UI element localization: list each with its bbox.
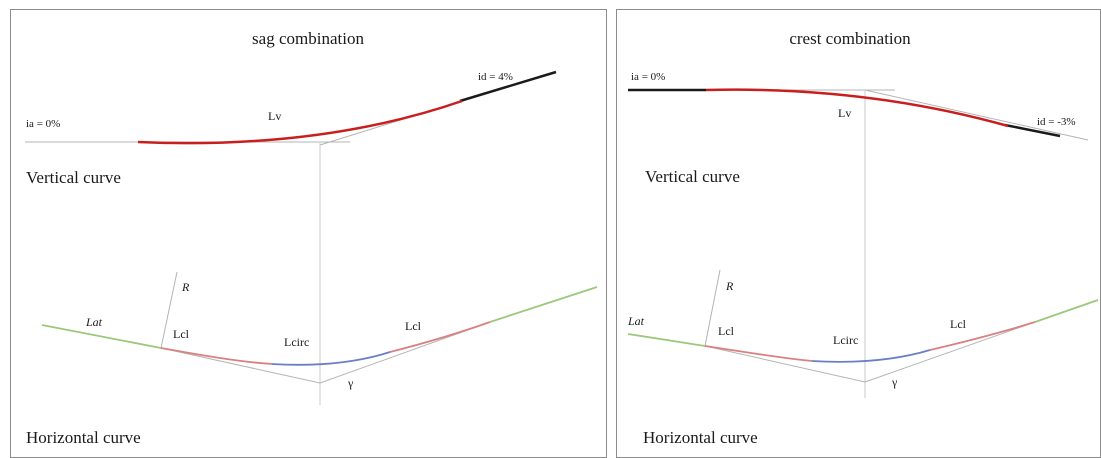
right-id-label: id = -3% (1037, 116, 1076, 128)
right-lcl-label-1: Lcl (718, 324, 735, 338)
right-clothoid-in (705, 346, 812, 361)
right-lv-label: Lv (838, 106, 851, 120)
left-ia-label: ia = 0% (26, 118, 60, 130)
left-panel-frame (11, 10, 607, 458)
left-id-label: id = 4% (478, 71, 513, 83)
right-horizontal-curve-label: Horizontal curve (643, 428, 758, 447)
right-straight-in (628, 334, 705, 346)
right-panel-frame (617, 10, 1101, 458)
left-r-label: R (181, 280, 190, 294)
right-panel-crest: crest combination ia = 0% id = -3% Lv Ve… (617, 10, 1101, 458)
left-lat-label: Lat (85, 315, 103, 329)
left-horizontal-curve-label: Horizontal curve (26, 428, 141, 447)
right-circular-arc (812, 350, 930, 362)
right-pi-to-tangent (865, 322, 1035, 382)
right-lcirc-label: Lcirc (833, 333, 858, 347)
right-id-tangent-extension (865, 90, 1088, 140)
left-lv-label: Lv (268, 109, 281, 123)
left-gamma-label: γ (347, 376, 354, 390)
right-crest-vertical-curve (706, 90, 1008, 126)
left-lcl-label-1: Lcl (173, 327, 190, 341)
left-lcl-label-2: Lcl (405, 319, 422, 333)
left-circular-arc (272, 352, 390, 365)
right-panel-title: crest combination (789, 29, 911, 48)
right-ia-label: ia = 0% (631, 71, 665, 83)
left-clothoid-in (161, 348, 272, 364)
left-lcirc-label: Lcirc (284, 335, 309, 349)
left-sag-vertical-curve (138, 101, 462, 143)
right-straight-out (1035, 300, 1098, 322)
left-panel-sag: sag combination ia = 0% id = 4% Lv Verti… (11, 10, 607, 458)
right-lat-label: Lat (627, 314, 645, 328)
left-panel-title: sag combination (252, 29, 364, 48)
right-gamma-label: γ (891, 375, 898, 389)
right-tangent-to-pi (705, 346, 865, 382)
right-clothoid-out (930, 322, 1035, 350)
right-lcl-label-2: Lcl (950, 317, 967, 331)
left-straight-out (490, 287, 597, 322)
left-vertical-curve-label: Vertical curve (26, 168, 121, 187)
right-vertical-curve-label: Vertical curve (645, 167, 740, 186)
right-r-label: R (725, 279, 734, 293)
